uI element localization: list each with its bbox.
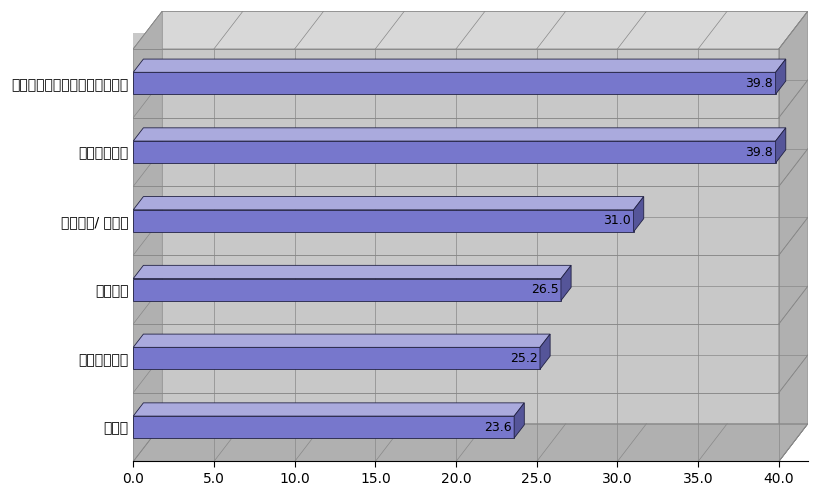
Polygon shape bbox=[133, 265, 571, 279]
Bar bbox=[133, 141, 776, 163]
Text: 26.5: 26.5 bbox=[531, 283, 559, 296]
Bar bbox=[133, 210, 634, 232]
Text: 31.0: 31.0 bbox=[604, 214, 631, 227]
Text: 39.8: 39.8 bbox=[745, 77, 773, 90]
Text: 25.2: 25.2 bbox=[509, 352, 537, 365]
Polygon shape bbox=[133, 59, 785, 72]
Polygon shape bbox=[540, 334, 550, 369]
Polygon shape bbox=[133, 423, 808, 462]
Polygon shape bbox=[133, 11, 162, 462]
Polygon shape bbox=[133, 128, 785, 141]
Polygon shape bbox=[133, 334, 550, 347]
Bar bbox=[133, 72, 776, 94]
Polygon shape bbox=[779, 11, 808, 462]
Bar bbox=[133, 347, 540, 369]
Polygon shape bbox=[776, 128, 785, 163]
Polygon shape bbox=[776, 59, 785, 94]
Text: 23.6: 23.6 bbox=[484, 420, 512, 433]
Polygon shape bbox=[561, 265, 571, 301]
Bar bbox=[133, 279, 561, 301]
Polygon shape bbox=[133, 197, 644, 210]
Bar bbox=[133, 416, 514, 438]
Polygon shape bbox=[133, 11, 808, 49]
Polygon shape bbox=[133, 403, 524, 416]
Polygon shape bbox=[514, 403, 524, 438]
Polygon shape bbox=[634, 197, 644, 232]
Text: 39.8: 39.8 bbox=[745, 146, 773, 159]
